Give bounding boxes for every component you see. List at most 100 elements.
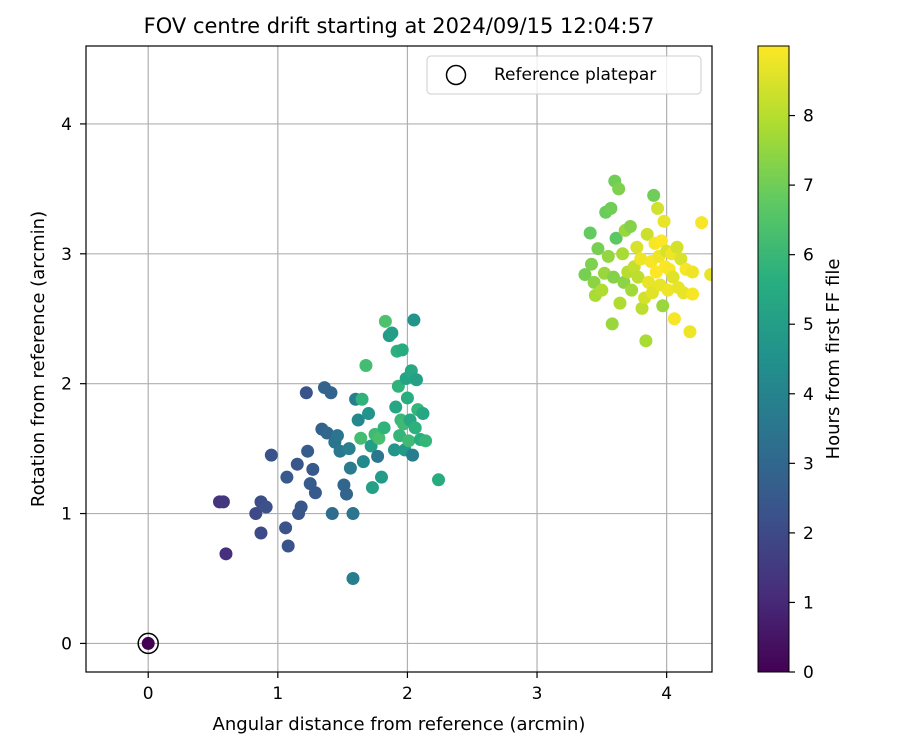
y-tick-label: 1 [61,505,72,525]
y-axis-ticks: 0 1 2 3 4 [61,115,86,654]
data-point [686,287,700,301]
data-point [416,407,430,421]
data-point [371,449,385,463]
data-point [631,270,645,284]
colorbar: 0 1 2 3 4 5 6 7 8 Hours from first FF file [757,45,844,683]
data-point [219,547,233,561]
colorbar-ticks: 0 1 2 3 4 5 6 7 8 [789,107,814,683]
data-points [212,174,712,585]
data-point [377,421,391,435]
y-tick-label: 2 [61,375,72,395]
data-point [695,216,709,230]
data-point [635,301,649,315]
data-point [279,521,293,535]
legend: Reference platepar [426,55,702,95]
y-tick-label: 4 [61,115,72,135]
x-tick-label: 4 [661,684,672,704]
colorbar-tick-label: 2 [803,524,814,544]
data-point [604,201,618,215]
data-point [354,431,368,445]
data-point [623,220,637,234]
data-point [330,429,344,443]
data-point [595,283,609,297]
data-point [359,358,373,372]
data-point [294,500,308,514]
data-point [320,426,334,440]
data-point [591,242,605,256]
data-point [259,500,273,514]
data-point [409,373,423,387]
data-point [584,257,598,271]
legend-entry-reference: Reference platepar [494,65,656,85]
data-point [651,201,665,215]
data-point [343,461,357,475]
x-tick-label: 3 [532,684,543,704]
data-point [612,182,626,196]
data-point [630,240,644,254]
plot-frame [85,45,713,673]
data-point [625,283,639,297]
data-point [606,270,620,284]
data-point [306,462,320,476]
x-axis-label: Angular distance from reference (arcmin) [213,714,586,735]
colorbar-tick-label: 7 [803,176,814,196]
legend-marker [445,64,467,86]
data-point [578,268,592,282]
data-point [609,231,623,245]
data-point [640,227,654,241]
data-point [365,481,379,495]
grid [86,46,712,672]
data-point [340,487,354,501]
data-point [264,448,278,462]
data-point [387,443,401,457]
data-point [704,268,712,282]
data-point [385,326,399,340]
data-point [355,392,369,406]
x-tick-label: 1 [272,684,283,704]
data-point [389,400,403,414]
data-point [254,526,268,540]
data-point [667,312,681,326]
data-point [342,442,356,456]
data-point [325,507,339,521]
data-point [351,413,365,427]
data-point [324,386,338,400]
data-point [280,470,294,484]
data-point [375,470,389,484]
reference-point [137,632,159,655]
data-point [406,448,420,462]
data-point [634,252,648,266]
data-point [378,314,392,328]
data-point [249,507,263,521]
data-point [657,214,671,228]
data-point [346,507,360,521]
data-point [683,325,697,339]
y-tick-label: 3 [61,245,72,265]
data-point [362,407,376,421]
data-point [408,421,422,435]
legend-box [426,55,702,95]
data-point [670,240,684,254]
colorbar-tick-label: 0 [803,663,814,683]
data-point [605,317,619,331]
data-point [400,391,414,405]
colorbar-tick-label: 6 [803,246,814,266]
data-point [299,386,313,400]
data-point [639,334,653,348]
data-point [372,431,386,445]
data-point [281,539,295,553]
data-point [419,434,433,448]
data-point [216,495,230,509]
data-point [601,249,615,263]
data-point [656,299,670,313]
x-axis-ticks: 0 1 2 3 4 [143,672,672,704]
data-point [661,283,675,297]
x-tick-label: 2 [402,684,413,704]
data-point [654,234,668,248]
colorbar-tick-label: 8 [803,107,814,127]
reference-point-fill [141,636,155,650]
x-tick-label: 0 [143,684,154,704]
colorbar-tick-label: 1 [803,593,814,613]
data-point [290,457,304,471]
